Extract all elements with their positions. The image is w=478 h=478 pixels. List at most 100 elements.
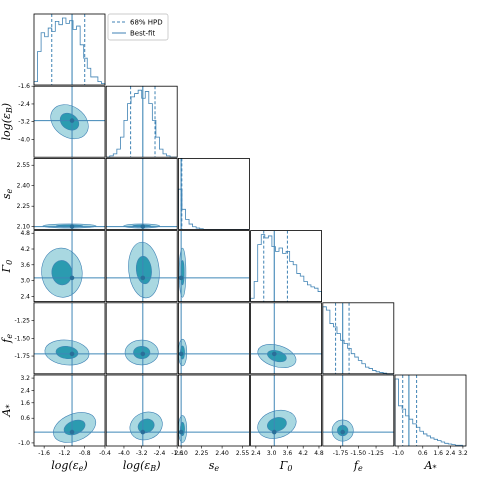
panel-frame: [394, 374, 467, 447]
panel-frame: [105, 302, 178, 375]
panel-frame: [250, 374, 323, 447]
contour-group-log_epsilon_B-Gamma_0: [106, 230, 178, 302]
panel-f_e-A_star: -1.75 -1.50 -1.25 fe: [322, 374, 395, 473]
x-tick-label-log_epsilon_e-3: -0.4: [99, 450, 111, 457]
y-tick-label-A_star-4: 3.2: [20, 375, 30, 382]
panel-log_epsilon_B-log_epsilon_B: [105, 85, 178, 158]
bestfit-point: [271, 351, 277, 357]
x-axis-label-log_epsilon_B: log(εB): [123, 459, 161, 473]
x-tick-label-s_e-2: 2.40: [215, 450, 229, 457]
panel-frame: [105, 230, 178, 303]
x-axis-label-log_epsilon_e: log(εe): [51, 459, 87, 473]
panel-Gamma_0-f_e: [250, 302, 323, 375]
y-tick-label-log_epsilon_B-2: -2.4: [18, 101, 30, 108]
panel-log_epsilon_B-s_e: [105, 157, 178, 230]
panel-s_e-f_e: [177, 302, 250, 375]
panel-frame: [33, 374, 106, 447]
contour-group-s_e-A_star: [178, 375, 250, 446]
bestfit-point: [140, 275, 146, 281]
histogram-A_star: [394, 378, 466, 447]
panel-log_epsilon_e-s_e: 2.10 2.25 2.40 2.55 se: [0, 157, 106, 231]
panel-frame: [250, 230, 323, 303]
x-tick-label-A_star-0: -1.0: [392, 450, 404, 457]
panel-s_e-A_star: 2.10 2.25 2.40 2.55 se: [174, 374, 250, 473]
x-tick-label-s_e-1: 2.25: [195, 450, 209, 457]
x-tick-label-Gamma_0-3: 4.2: [298, 450, 308, 457]
panel-frame: [177, 374, 250, 447]
y-tick-label-log_epsilon_B-0: -4.0: [18, 136, 30, 143]
y-tick-label-Gamma_0-0: 2.4: [20, 293, 30, 300]
x-axis-label-s_e: se: [209, 459, 220, 473]
bestfit-point: [140, 429, 146, 435]
x-axis-label-f_e: fe: [353, 459, 363, 473]
bestfit-point: [178, 275, 184, 281]
y-tick-label-A_star-3: 2.4: [20, 387, 30, 394]
bestfit-point: [340, 429, 345, 435]
y-tick-label-f_e-1: -1.50: [14, 335, 30, 342]
panel-log_epsilon_e-log_epsilon_B: -4.0 -3.2 -2.4 -1.6 log(εB): [0, 83, 106, 158]
panel-log_epsilon_B-f_e: [105, 302, 178, 375]
panels-layer: -4.0 -3.2 -2.4 -1.6 log(εB) 2.10 2.25 2.40 2.55 s…: [0, 13, 468, 473]
panel-frame: [33, 230, 106, 303]
x-tick-label-A_star-3: 2.4: [446, 450, 456, 457]
y-tick-label-s_e-0: 2.10: [17, 224, 31, 231]
y-tick-label-log_epsilon_B-3: -1.6: [18, 83, 30, 90]
legend-bestfit-label: Best-fit: [130, 30, 155, 38]
histogram-f_e: [322, 306, 394, 375]
y-tick-label-s_e-3: 2.55: [17, 162, 31, 169]
contour-68: [59, 112, 80, 131]
panel-A_star-A_star: -1.0 0.6 1.6 2.4 3.2 A*: [392, 374, 468, 473]
contour-group-log_epsilon_B-A_star: [106, 375, 178, 446]
bestfit-point: [140, 224, 146, 229]
contour-68: [267, 417, 287, 432]
contour-group-Gamma_0-f_e: [250, 302, 322, 374]
y-tick-label-log_epsilon_B-1: -3.2: [18, 119, 30, 126]
y-tick-label-f_e-2: -1.25: [14, 318, 30, 325]
y-tick-label-A_star-1: 0.6: [20, 415, 30, 422]
bestfit-point: [69, 429, 75, 435]
contour-group-Gamma_0-A_star: [250, 375, 322, 446]
bestfit-point: [140, 351, 146, 357]
x-tick-label-A_star-1: 0.6: [418, 450, 428, 457]
panel-log_epsilon_e-f_e: -1.75 -1.50 -1.25 fe: [0, 302, 106, 375]
x-tick-label-s_e-0: 2.10: [174, 450, 188, 457]
y-axis-label-f_e: fe: [0, 334, 14, 344]
contour-group-log_epsilon_e-A_star: [34, 375, 105, 446]
x-axis-label-A_star: A*: [424, 459, 437, 473]
x-tick-label-f_e-0: -1.75: [333, 450, 349, 457]
y-axis-label-log_epsilon_B: log(εB): [0, 103, 14, 141]
y-tick-label-A_star-0: -1.0: [18, 440, 30, 447]
x-tick-label-Gamma_0-0: 2.4: [251, 450, 261, 457]
panel-frame: [177, 230, 250, 303]
histogram-Gamma_0: [250, 234, 322, 302]
panel-Gamma_0-Gamma_0: [250, 230, 323, 303]
legend: 68% HPD Best-fit: [107, 13, 169, 41]
contour-group-log_epsilon_B-f_e: [106, 302, 178, 374]
panel-frame: [105, 85, 178, 158]
y-axis-label-Gamma_0: Γ0: [0, 260, 14, 274]
histogram-s_e: [178, 188, 250, 230]
y-axis-label-A_star: A*: [0, 405, 14, 418]
legend-hpd-label: 68% HPD: [130, 19, 163, 27]
y-tick-label-Gamma_0-3: 4.2: [20, 246, 30, 253]
panel-Gamma_0-A_star: 2.4 3.0 3.6 4.2 4.8 Γ0: [250, 374, 324, 473]
contour-group-log_epsilon_e-Gamma_0: [34, 230, 105, 302]
panel-log_epsilon_e-log_epsilon_e: [33, 13, 106, 86]
panel-log_epsilon_B-Gamma_0: [105, 230, 178, 303]
histogram-log_epsilon_B: [106, 89, 178, 158]
contour-group-log_epsilon_B-s_e: [106, 158, 178, 230]
x-tick-label-log_epsilon_B-2: -2.4: [154, 450, 166, 457]
y-tick-label-A_star-2: 1.6: [20, 400, 30, 407]
bestfit-point: [69, 351, 75, 357]
contour-group-log_epsilon_e-s_e: [34, 158, 105, 230]
contour-group-s_e-f_e: [178, 302, 250, 374]
panel-frame: [322, 302, 395, 375]
x-tick-label-log_epsilon_e-0: -1.6: [38, 450, 50, 457]
bestfit-point: [178, 351, 184, 357]
x-axis-label-Gamma_0: Γ0: [279, 459, 293, 473]
contour-group-log_epsilon_e-f_e: [34, 302, 105, 374]
x-tick-label-Gamma_0-4: 4.8: [314, 450, 324, 457]
x-tick-label-f_e-1: -1.50: [351, 450, 367, 457]
y-tick-label-s_e-1: 2.25: [17, 203, 31, 210]
